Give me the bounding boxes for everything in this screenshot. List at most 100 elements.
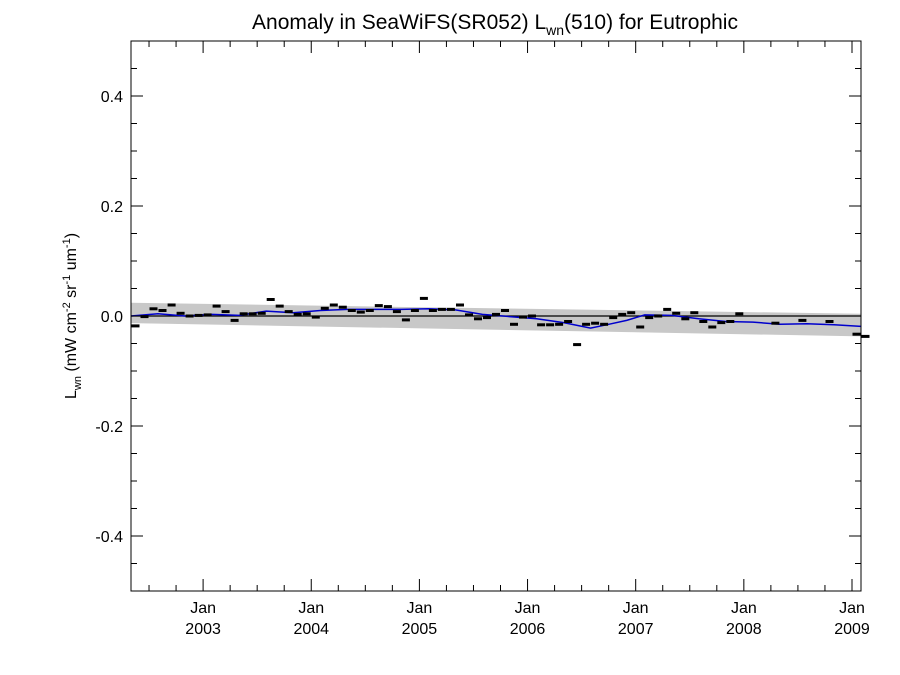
data-point	[708, 325, 717, 329]
data-point	[456, 303, 464, 307]
data-point	[726, 320, 735, 323]
data-point	[428, 309, 437, 312]
data-point	[140, 315, 149, 319]
data-point	[573, 343, 582, 347]
data-point	[798, 318, 807, 322]
data-point	[176, 311, 185, 315]
x-tick-label-month: Jan	[515, 600, 541, 617]
data-point	[771, 321, 780, 325]
data-point	[302, 312, 311, 316]
data-point	[194, 313, 203, 317]
data-point	[293, 312, 302, 316]
data-point	[510, 322, 518, 326]
data-point	[203, 313, 212, 317]
data-point	[519, 315, 527, 319]
y-axis-label: Lwn (mW cm-2 sr-1 um-1)	[61, 233, 84, 399]
data-point	[663, 307, 672, 311]
data-point	[483, 316, 491, 320]
data-point	[239, 312, 248, 316]
data-point	[311, 315, 320, 319]
data-point	[609, 316, 618, 320]
data-point	[383, 305, 392, 309]
x-tick-label-month: Jan	[623, 600, 649, 617]
data-point	[465, 313, 473, 317]
data-point	[167, 303, 176, 307]
data-point	[347, 309, 356, 312]
data-point	[672, 311, 681, 315]
data-point	[546, 323, 555, 327]
data-point	[437, 307, 446, 311]
data-point	[275, 304, 284, 308]
data-point	[690, 311, 699, 315]
y-tick-labels: 0.4 0.2 0.0 -0.2 -0.4	[95, 89, 123, 546]
data-point	[681, 317, 690, 321]
data-point	[600, 322, 609, 326]
data-point	[528, 314, 536, 318]
x-tick-label-year: 2005	[402, 621, 438, 638]
data-point	[537, 323, 546, 327]
data-point	[419, 296, 428, 300]
data-point	[645, 316, 654, 320]
data-point	[158, 309, 167, 312]
data-point	[365, 309, 374, 312]
x-tick-label-month: Jan	[731, 600, 757, 617]
data-point	[320, 306, 329, 310]
data-point	[591, 321, 600, 325]
x-tick-label-year: 2007	[618, 621, 654, 638]
data-point	[266, 298, 275, 301]
data-point	[564, 320, 573, 323]
data-point	[627, 311, 636, 315]
uncertainty-band	[131, 302, 861, 337]
y-tick-label: -0.4	[95, 529, 123, 546]
x-tick-label-year: 2009	[834, 621, 870, 638]
data-point	[248, 312, 257, 316]
data-point	[825, 320, 834, 323]
data-point	[149, 307, 158, 311]
x-tick-label-month: Jan	[406, 600, 432, 617]
y-tick-label: 0.2	[101, 199, 123, 216]
data-point	[401, 318, 410, 322]
data-point	[492, 312, 500, 316]
data-point	[185, 314, 194, 318]
smoothed-line-group	[130, 308, 862, 329]
data-point	[410, 309, 419, 312]
x-tick-label-year: 2006	[510, 621, 546, 638]
data-point	[131, 324, 140, 328]
x-tick-label-month: Jan	[298, 600, 324, 617]
axes-group	[130, 40, 862, 592]
data-point	[230, 318, 239, 322]
data-point	[212, 304, 221, 308]
data-point	[374, 304, 383, 308]
data-point	[636, 325, 645, 329]
data-point	[654, 314, 663, 318]
data-point	[861, 334, 870, 338]
x-tick-label-year: 2003	[185, 621, 221, 638]
data-point	[582, 322, 591, 326]
data-point	[221, 310, 230, 314]
data-point	[501, 309, 509, 312]
x-tick-label-month: Jan	[839, 600, 865, 617]
data-point	[717, 321, 726, 325]
data-point	[735, 312, 744, 316]
chart-title: Anomaly in SeaWiFS(SR052) Lwn(510) for E…	[252, 11, 738, 38]
x-tick-label-year: 2004	[293, 621, 329, 638]
y-tick-label: 0.0	[101, 309, 123, 326]
uncertainty-band-group	[131, 302, 861, 337]
data-point	[356, 310, 365, 314]
data-point	[699, 320, 708, 323]
x-tick-labels: Jan 2003 Jan 2004 Jan 2005 Jan 2006 Jan 2007 Jan 20…	[185, 600, 870, 638]
data-point	[338, 305, 347, 309]
data-point	[446, 307, 455, 311]
data-point	[555, 322, 564, 326]
y-tick-label: -0.2	[95, 419, 123, 436]
x-tick-label-year: 2008	[726, 621, 762, 638]
data-point	[618, 312, 627, 316]
data-points-group	[131, 296, 870, 347]
data-point	[474, 317, 482, 321]
data-point	[392, 310, 401, 314]
x-tick-label-month: Jan	[190, 600, 216, 617]
smoothed-trend-line	[130, 308, 862, 329]
data-point	[329, 303, 338, 307]
data-point	[284, 310, 293, 314]
